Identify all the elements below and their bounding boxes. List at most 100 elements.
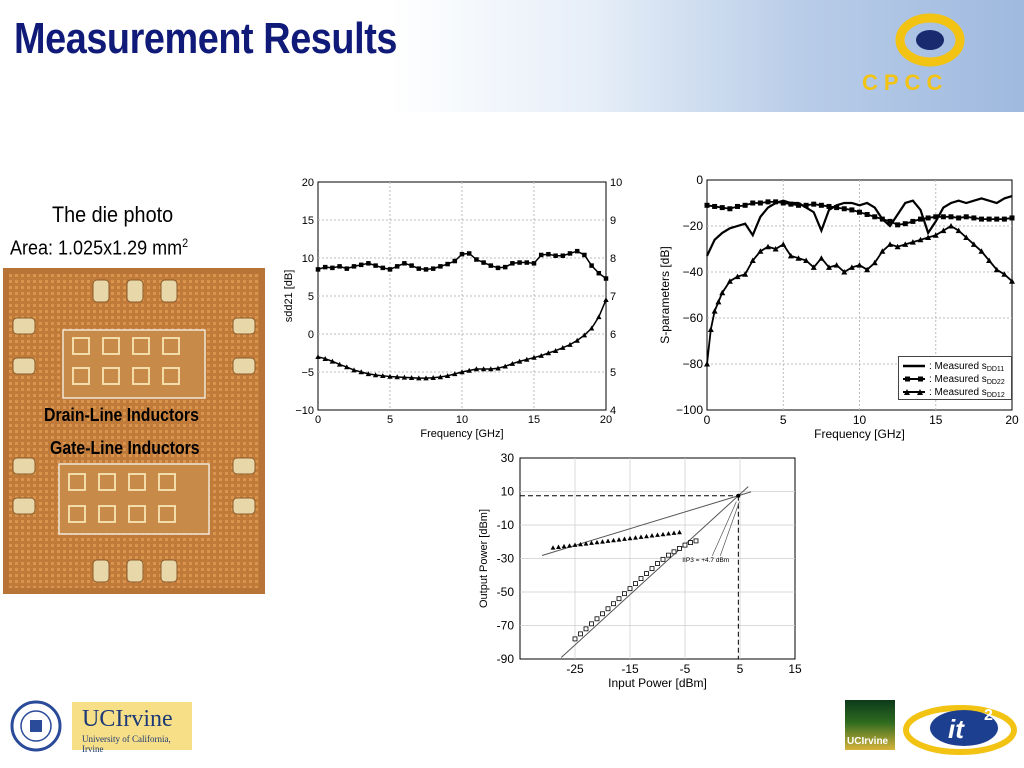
- data-point-im3: [589, 621, 594, 627]
- data-point-dd12: [902, 241, 909, 247]
- y-tick-label: −100: [676, 403, 703, 417]
- data-point-nf: [372, 372, 379, 378]
- data-point-im3: [688, 540, 693, 545]
- y-tick-label: 5: [308, 291, 314, 303]
- data-point-im3: [600, 611, 605, 617]
- data-point-nf: [365, 371, 372, 377]
- legend-label-dd12: : Measured s: [929, 386, 987, 398]
- data-point-nf: [516, 358, 523, 364]
- data-point-nf: [473, 366, 480, 372]
- data-point-dd12: [894, 243, 901, 250]
- slide-title: Measurement Results: [14, 14, 397, 63]
- data-point-dd22: [704, 202, 710, 208]
- data-point-dd12: [719, 289, 726, 296]
- data-point-dd22: [895, 222, 901, 228]
- legend-row-dd22: : Measured s DD22: [903, 373, 1005, 386]
- data-point-dd22: [788, 201, 794, 207]
- data-point-dd22: [956, 215, 962, 221]
- data-point-dd12: [711, 308, 718, 314]
- y2-tick-label: 10: [610, 177, 622, 189]
- data-point-im3: [666, 552, 671, 558]
- data-point-sdd21: [560, 253, 566, 258]
- chart-sdd21-nf: 0 5 10 15 20 20 15 10 5 0 −5 −10 10 9 8 7 6 5 4 Frequency […: [283, 177, 622, 440]
- data-point-fundamental: [666, 531, 671, 536]
- data-point-nf: [358, 369, 364, 375]
- data-point-fundamental: [644, 533, 649, 539]
- annotation-leader: [719, 501, 740, 556]
- data-point-im3: [644, 571, 649, 576]
- data-point-nf: [322, 356, 328, 361]
- y-tick-label: -30: [497, 552, 515, 566]
- data-point-dd22: [750, 200, 756, 206]
- data-point-im3: [611, 601, 616, 607]
- data-point-dd22: [1009, 215, 1015, 221]
- data-point-sdd21: [510, 261, 515, 266]
- y2-tick-label: 9: [610, 215, 616, 227]
- data-point-nf: [380, 373, 386, 379]
- y2-tick-label: 6: [610, 329, 616, 341]
- data-point-fundamental: [671, 530, 677, 535]
- die-pads: [12, 279, 256, 583]
- data-point-im3: [677, 546, 682, 551]
- y-tick-label: -70: [497, 619, 515, 633]
- data-point-dd12: [841, 269, 848, 275]
- data-point-dd22: [780, 200, 786, 206]
- data-point-dd12: [742, 271, 749, 277]
- cpcc-logo-core: [916, 30, 944, 50]
- it2-logo: it 2: [903, 705, 1017, 755]
- data-point-dd22: [796, 202, 801, 208]
- data-point-sdd21: [344, 266, 350, 271]
- x-tick-label: 15: [788, 662, 802, 676]
- data-point-nf: [329, 358, 336, 364]
- data-point-im3: [605, 606, 611, 612]
- y-tick-label: 10: [501, 485, 515, 499]
- gate-line-label: Gate-Line Inductors: [50, 438, 200, 458]
- data-point-im3: [671, 549, 677, 555]
- data-point-nf: [581, 332, 588, 338]
- y-tick-label: −80: [683, 357, 704, 371]
- inductor-spirals: [68, 337, 180, 523]
- data-point-sdd21: [481, 260, 486, 265]
- data-point-fundamental: [605, 538, 611, 543]
- data-point-dd22: [727, 206, 733, 212]
- x-tick-label: -15: [621, 662, 639, 676]
- data-point-nf: [452, 371, 458, 377]
- cpcc-logo-ring: [895, 13, 965, 67]
- data-point-sdd21: [438, 264, 443, 269]
- data-point-dd12: [864, 266, 871, 273]
- y-tick-label: 20: [302, 177, 314, 189]
- data-point-nf: [408, 375, 415, 380]
- data-point-dd12: [917, 236, 924, 243]
- data-point-sdd21: [315, 267, 321, 272]
- data-point-dd12: [871, 259, 878, 266]
- data-point-sdd21: [582, 252, 587, 258]
- data-point-dd22: [1001, 216, 1007, 222]
- data-point-dd12: [986, 257, 993, 263]
- legend-sub-dd22: DD22: [986, 378, 1005, 386]
- uc-seal-logo: [10, 700, 62, 752]
- x-tick-label: 0: [704, 413, 711, 427]
- y-tick-label: 0: [308, 329, 314, 341]
- y-axis-label: Output Power [dBm]: [478, 509, 490, 608]
- data-point-im3: [638, 576, 644, 581]
- data-point-sdd21: [517, 260, 522, 265]
- data-point-sdd21: [337, 264, 342, 269]
- data-point-nf: [394, 374, 400, 380]
- uc-irvine-small-logo: UCIrvine: [845, 700, 895, 750]
- data-point-dd12: [932, 232, 939, 238]
- y-tick-label: −10: [295, 405, 314, 417]
- data-point-dd22: [834, 205, 840, 211]
- x-tick-label: 15: [929, 413, 943, 427]
- data-point-dd22: [963, 214, 969, 220]
- x-tick-label: 10: [853, 413, 867, 427]
- data-point-im3: [660, 556, 666, 562]
- data-point-nf: [488, 366, 494, 372]
- x-axis-label: Input Power [dBm]: [608, 676, 707, 690]
- die-photo-caption: The die photo: [52, 202, 174, 227]
- data-point-dd22: [994, 216, 1000, 222]
- data-point-fundamental: [578, 541, 583, 547]
- chart-iip3: -25 -15 -5 5 15 30 10 -10 -30 -50 -70 -90 Input Powe…: [478, 451, 802, 690]
- legend-sub-dd11: DD11: [986, 365, 1005, 373]
- uc-irvine-logo: UCIrvine University of California, Irvin…: [72, 702, 192, 754]
- data-point-im3: [649, 566, 655, 571]
